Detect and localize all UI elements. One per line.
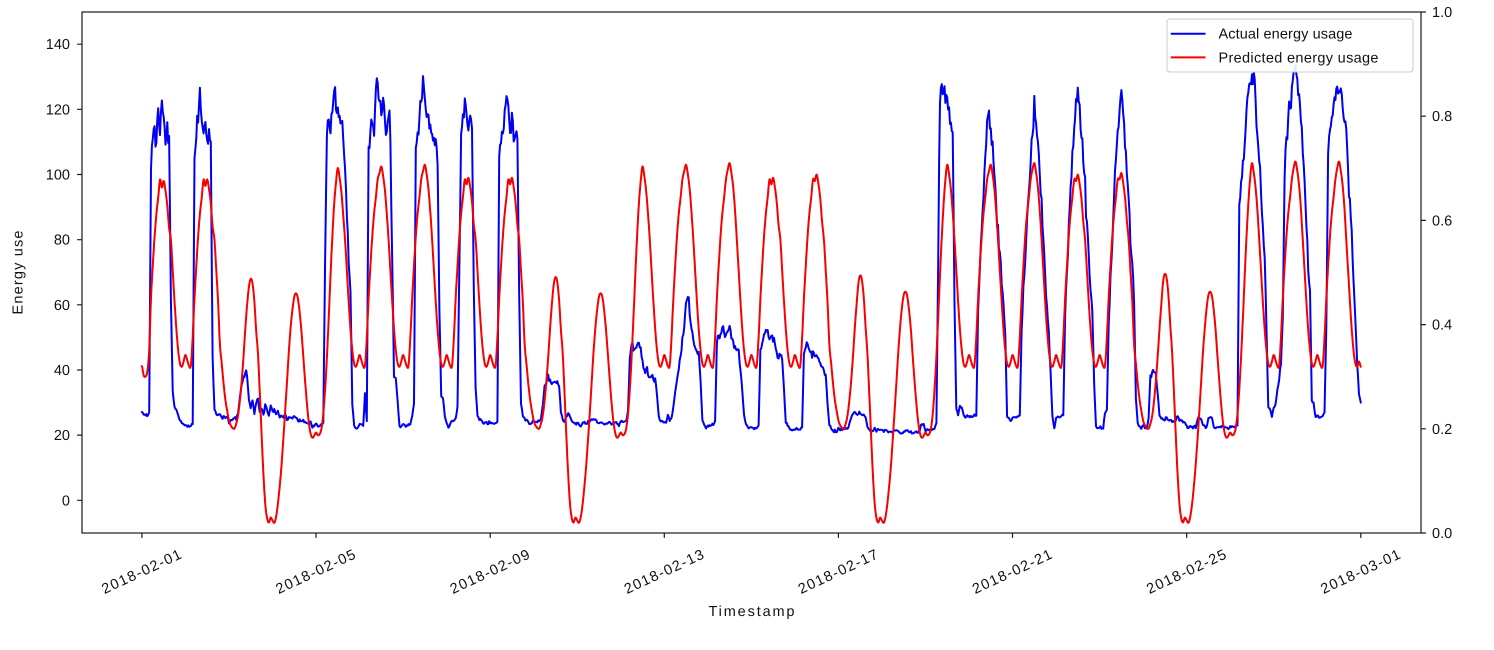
svg-text:Actual energy usage: Actual energy usage — [1219, 27, 1353, 43]
svg-text:0.4: 0.4 — [1432, 318, 1452, 334]
svg-text:Predicted energy usage: Predicted energy usage — [1219, 50, 1379, 66]
svg-text:140: 140 — [46, 37, 70, 53]
svg-text:0: 0 — [62, 493, 70, 509]
svg-text:120: 120 — [46, 102, 70, 118]
svg-text:Timestamp: Timestamp — [709, 604, 795, 620]
svg-text:0.2: 0.2 — [1432, 422, 1452, 438]
svg-text:0.0: 0.0 — [1432, 526, 1452, 542]
svg-text:60: 60 — [54, 298, 70, 314]
svg-text:80: 80 — [54, 233, 70, 249]
svg-text:0.8: 0.8 — [1432, 109, 1452, 125]
svg-text:Energy use: Energy use — [11, 231, 27, 315]
svg-text:100: 100 — [46, 168, 70, 184]
svg-text:0.6: 0.6 — [1432, 213, 1452, 229]
svg-text:1.0: 1.0 — [1432, 5, 1452, 21]
svg-text:40: 40 — [54, 363, 70, 379]
svg-text:20: 20 — [54, 428, 70, 444]
